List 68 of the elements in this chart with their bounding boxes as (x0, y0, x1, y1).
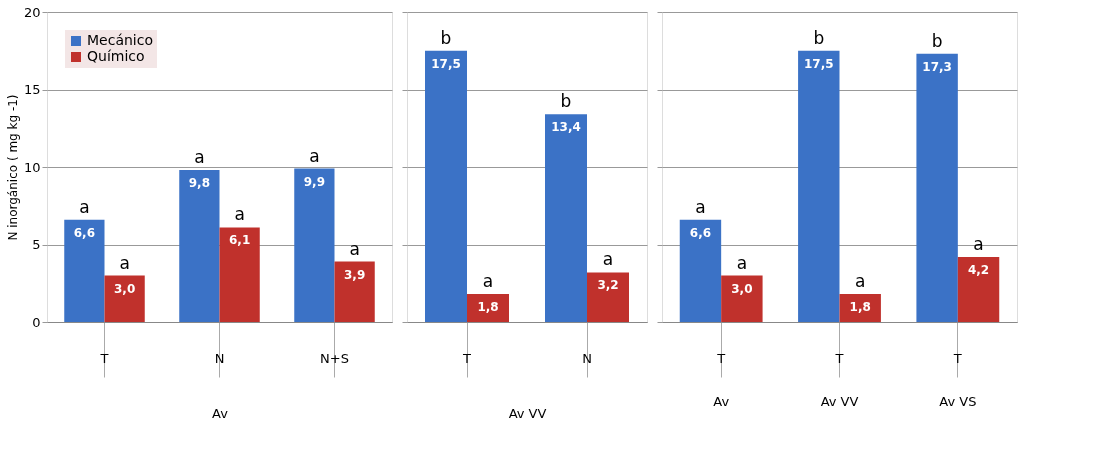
text: Av VS (939, 394, 977, 409)
data-label: 9,9 (303, 174, 326, 189)
bar (104, 275, 145, 322)
y-tick-label: 20 (23, 4, 41, 20)
bar (64, 219, 105, 322)
legend-label: Mecánico (87, 32, 153, 48)
data-label: 3,9 (343, 267, 366, 282)
annotation: b (560, 91, 572, 112)
x-tick-label: T (99, 350, 109, 366)
bar (219, 227, 260, 322)
annotation: a (234, 204, 245, 225)
data-label: 3,0 (113, 281, 136, 296)
x-tick-label: T (716, 350, 726, 366)
annotation: b (931, 30, 943, 51)
legend-label: Químico (87, 48, 145, 64)
x-tick-label: T (462, 350, 472, 366)
x-axis-title: Av VV (508, 406, 547, 421)
x-axis-title: Av (212, 406, 229, 421)
x-tick-label: N (214, 350, 225, 366)
y-tick-label: 10 (23, 159, 41, 175)
data-label: 4,2 (967, 262, 990, 277)
annotation: a (119, 252, 130, 273)
y-axis-title: N inorgánico ( mg kg -1) (5, 94, 20, 241)
data-label: 6,1 (228, 233, 251, 248)
data-label: 3,2 (597, 278, 619, 293)
bar (916, 53, 958, 322)
bar (587, 272, 629, 322)
annotation: a (602, 249, 614, 270)
annotation: a (736, 252, 748, 273)
bar (545, 114, 587, 322)
bar (679, 219, 722, 322)
x-tick-label: N (582, 350, 592, 366)
bar (425, 50, 467, 322)
annotation: a (695, 196, 706, 217)
y-tick-label: 15 (23, 82, 41, 97)
annotation: a (973, 233, 984, 254)
data-label: 3,0 (731, 281, 753, 296)
data-label: 6,6 (73, 225, 96, 240)
data-label: 17,3 (922, 59, 952, 74)
annotation: b (440, 27, 452, 48)
text: Av (713, 394, 730, 409)
bar (294, 168, 335, 322)
bar (179, 170, 220, 322)
annotation: a (79, 196, 90, 217)
text: Av VV (820, 394, 859, 409)
annotation: a (349, 238, 360, 259)
annotation: a (194, 147, 205, 168)
annotation: a (309, 145, 320, 166)
data-label: 13,4 (551, 120, 581, 135)
data-label: 17,5 (431, 56, 461, 71)
x-tick-label: T (834, 350, 844, 366)
bar (798, 50, 840, 322)
bar (467, 294, 509, 322)
x-tick-label: T (952, 350, 962, 366)
y-tick-label: 0 (32, 314, 41, 330)
data-label: 1,8 (849, 300, 871, 315)
x-tick-label: N+S (320, 350, 349, 366)
data-label: 17,5 (803, 56, 834, 71)
annotation: a (855, 271, 866, 292)
bar (334, 261, 375, 322)
y-tick-label: 5 (32, 237, 41, 252)
annotation: b (813, 27, 825, 48)
bar (957, 256, 1000, 322)
data-label: 9,8 (188, 176, 211, 191)
data-label: 6,6 (689, 225, 712, 240)
annotation: a (482, 271, 494, 292)
bar (721, 275, 763, 322)
data-label: 1,8 (477, 300, 499, 315)
